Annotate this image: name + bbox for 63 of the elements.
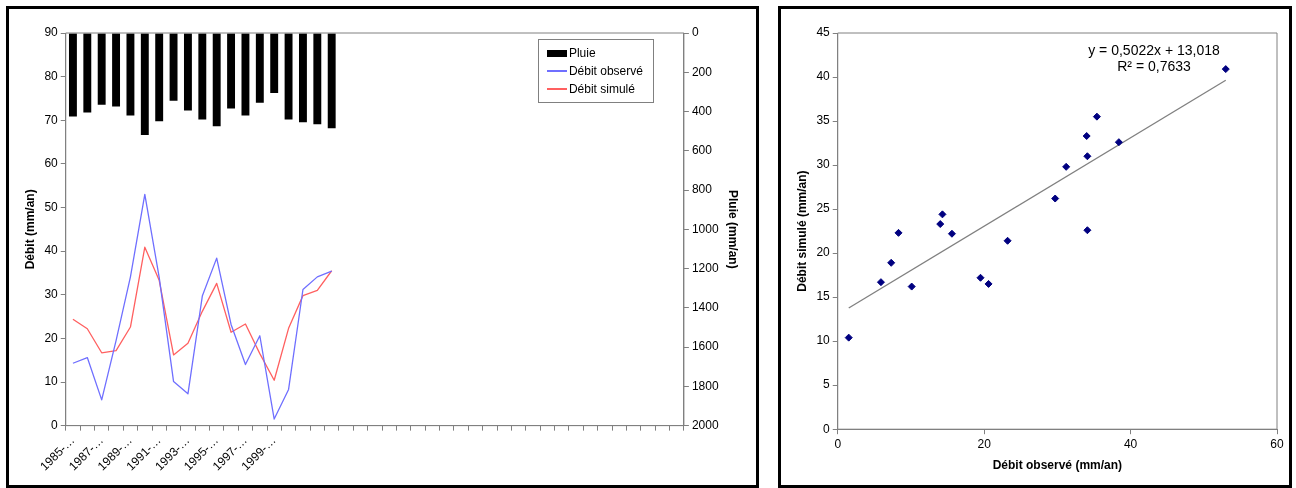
point	[894, 228, 903, 237]
y2-tick-label: 600	[691, 143, 713, 158]
point	[947, 229, 956, 238]
y2-axis-title: Pluie (mm/an)	[726, 189, 741, 269]
point	[1003, 236, 1012, 245]
legend-label: Pluie	[568, 46, 596, 60]
annotation: y = 0,5022x + 13,018	[1088, 41, 1220, 58]
point	[1051, 194, 1060, 203]
point	[1092, 112, 1101, 121]
point	[984, 279, 993, 288]
y-tick-label: 40	[44, 243, 59, 258]
point	[1083, 226, 1092, 235]
point	[907, 282, 916, 291]
y2-tick-label: 400	[691, 103, 713, 118]
y-tick-label: 10	[816, 333, 831, 348]
annotation: R² = 0,7633	[1117, 57, 1191, 74]
point	[887, 258, 896, 267]
y-tick-label: 30	[44, 287, 59, 302]
y-tick-label: 20	[816, 245, 831, 260]
point	[936, 220, 945, 229]
y-tick-label: 50	[44, 199, 59, 214]
y-tick-label: 70	[44, 112, 59, 127]
y2-tick-label: 2000	[691, 417, 719, 432]
y-tick-label: 0	[823, 421, 831, 436]
y-tick-label: 5	[823, 377, 831, 392]
y-axis-title: Débit (mm/an)	[22, 189, 37, 270]
x-axis-title: Débit observé (mm/an)	[992, 458, 1123, 473]
y-tick-label: 45	[816, 25, 831, 40]
y-tick-label: 35	[816, 113, 831, 128]
y-tick-label: 20	[44, 330, 59, 345]
y-tick-label: 60	[44, 156, 59, 171]
x-tick-label: 40	[1123, 436, 1138, 451]
y2-tick-label: 1200	[691, 260, 719, 275]
y2-tick-label: 800	[691, 182, 713, 197]
y2-tick-label: 200	[691, 64, 713, 79]
y2-tick-label: 0	[691, 25, 699, 40]
y-tick-label: 25	[816, 201, 831, 216]
point	[976, 273, 985, 282]
y2-tick-label: 1800	[691, 378, 719, 393]
point	[1082, 132, 1091, 141]
y-tick-label: 80	[44, 68, 59, 83]
legend-label: Débit simulé	[568, 82, 635, 96]
point	[938, 210, 947, 219]
y-tick-label: 10	[44, 374, 59, 389]
y-tick-label: 30	[816, 157, 831, 172]
y2-tick-label: 1000	[691, 221, 719, 236]
point	[876, 278, 885, 287]
x-tick-label: 20	[977, 436, 992, 451]
y-tick-label: 15	[816, 289, 831, 304]
y-tick-label: 0	[51, 417, 59, 432]
y2-tick-label: 1400	[691, 300, 719, 315]
legend-label: Débit observé	[568, 64, 643, 78]
x-tick-label: 60	[1270, 436, 1284, 451]
y-tick-label: 90	[44, 25, 59, 40]
point	[1062, 162, 1071, 171]
point	[844, 333, 853, 342]
y-axis-title: Débit simulé (mm/an)	[794, 170, 809, 292]
x-tick-label: 0	[834, 436, 842, 451]
y2-tick-label: 1600	[691, 339, 719, 354]
point	[1221, 65, 1230, 74]
point	[1083, 152, 1092, 161]
y-tick-label: 40	[816, 69, 831, 84]
point	[1114, 138, 1123, 147]
